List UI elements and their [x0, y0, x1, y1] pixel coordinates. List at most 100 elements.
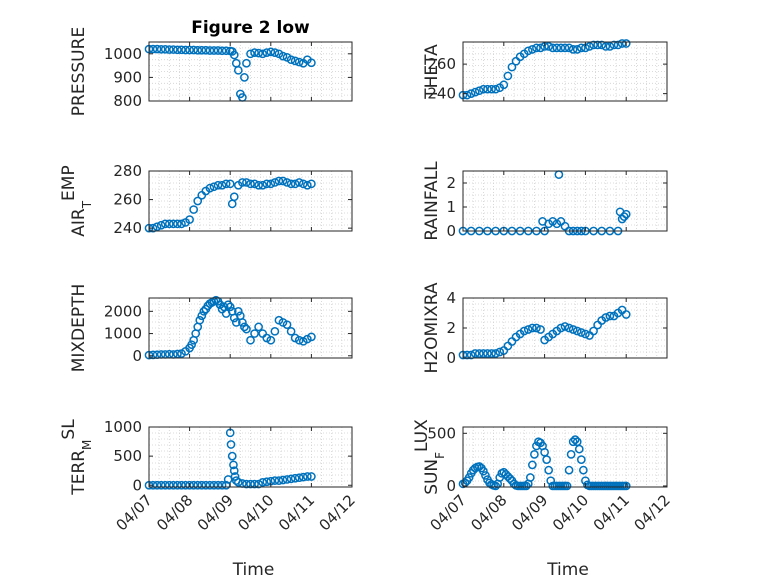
data-point [479, 466, 488, 476]
data-point [619, 212, 629, 221]
data-point [290, 179, 300, 189]
data-point [193, 196, 203, 206]
data-point [225, 302, 235, 312]
data-point [223, 300, 233, 310]
data-point [217, 480, 227, 490]
data-point [262, 179, 272, 189]
y-tick-label: 900 [113, 68, 142, 86]
y-tick-label: 0 [446, 477, 456, 495]
data-point [613, 40, 623, 50]
data-point [294, 178, 304, 187]
data-point [307, 332, 316, 342]
y-tick-label: 260 [427, 55, 456, 73]
data-point [521, 481, 531, 491]
data-point [491, 84, 500, 94]
y-axis-label: AIRTEMP [59, 165, 94, 236]
data-point [286, 326, 296, 336]
data-point [505, 474, 515, 483]
y-tick-label: 500 [113, 447, 142, 465]
data-point [302, 180, 312, 190]
y-axis-label: MIXDEPTH [69, 284, 89, 373]
data-point [576, 43, 586, 53]
data-point [160, 480, 170, 490]
data-point [193, 45, 203, 55]
data-point [479, 349, 488, 358]
data-point [605, 42, 615, 51]
data-point [556, 43, 566, 53]
data-point [307, 58, 316, 68]
data-point [532, 323, 541, 333]
data-point [523, 325, 533, 334]
data-point [270, 48, 280, 57]
y-axis-label: PRESSURE [69, 27, 89, 116]
data-point [169, 219, 178, 229]
data-point [523, 46, 533, 56]
data-point [525, 473, 535, 482]
data-point [609, 40, 619, 50]
data-point [568, 437, 578, 447]
y-tick-label: 1000 [104, 45, 142, 63]
data-point [185, 215, 194, 224]
y-axis-label: H2OMIXRA [422, 282, 442, 373]
data-point [560, 43, 570, 53]
data-point [225, 179, 235, 189]
subplot-1: 800 900 1000 PRESSURE Figure 2 low [69, 18, 353, 116]
x-tick-label: 04/08 [153, 491, 196, 534]
data-point [156, 220, 166, 230]
y-tick-label: 240 [113, 219, 142, 237]
data-point [262, 48, 272, 57]
data-point [576, 328, 586, 337]
data-point [226, 440, 236, 449]
data-point [589, 326, 598, 336]
data-point [209, 480, 219, 490]
data-point [169, 480, 178, 490]
data-point [286, 179, 296, 189]
data-point [201, 45, 211, 55]
data-point [286, 474, 296, 484]
data-point [487, 84, 496, 94]
data-point [579, 465, 588, 475]
data-point [593, 40, 602, 50]
data-point [242, 58, 251, 68]
data-point [199, 306, 209, 316]
data-point [621, 209, 631, 219]
data-point [258, 49, 268, 59]
data-point [173, 219, 182, 229]
chart-title: Figure 2 low [191, 18, 310, 38]
data-point [233, 65, 243, 75]
data-point [546, 476, 556, 486]
data-point [152, 480, 162, 490]
data-point [556, 323, 566, 333]
data-point [160, 44, 170, 54]
data-point [481, 471, 490, 480]
y-tick-label: 4 [446, 289, 456, 307]
y-tick-label: 2 [446, 319, 456, 337]
data-point [227, 451, 237, 461]
data-point [464, 473, 474, 482]
data-point [205, 183, 215, 193]
data-point [197, 311, 207, 321]
data-point [197, 45, 207, 55]
data-point [574, 444, 584, 454]
x-tick-label: 04/09 [508, 491, 551, 534]
data-point [282, 320, 292, 330]
data-point [229, 460, 238, 470]
data-point [240, 73, 249, 82]
data-point [564, 323, 574, 333]
data-point [542, 455, 551, 464]
axes-frame [148, 41, 353, 102]
data-point [250, 479, 259, 489]
data-point [250, 48, 259, 57]
data-point [270, 178, 280, 187]
data-point [205, 46, 215, 55]
y-tick-label: 500 [427, 424, 456, 442]
data-point [466, 350, 476, 360]
data-point [483, 84, 492, 94]
data-point [254, 479, 263, 489]
data-point [519, 326, 529, 336]
data-point [177, 219, 186, 229]
data-point [262, 477, 272, 487]
